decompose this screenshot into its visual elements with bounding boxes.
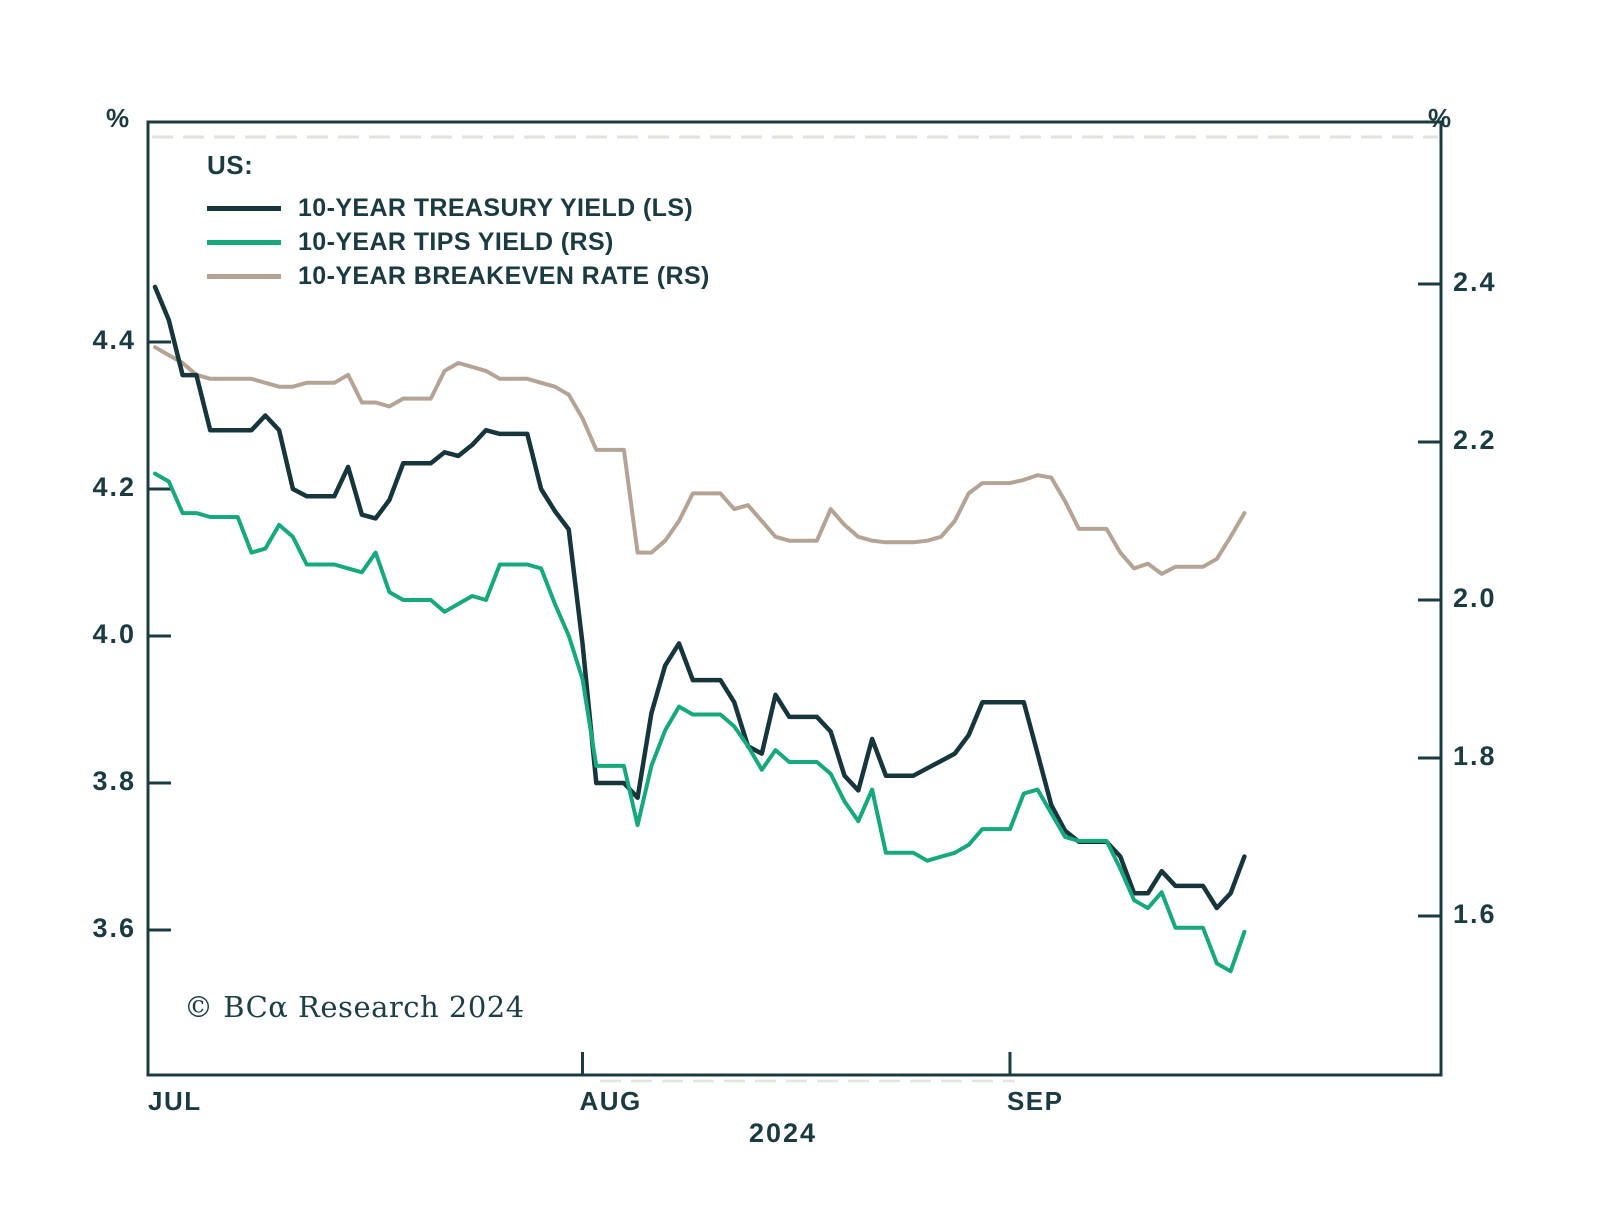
left-axis-tick-label: 4.0: [92, 619, 136, 649]
right-axis-tick-label: 2.4: [1453, 267, 1497, 297]
treasury-line-swatch: [207, 205, 281, 211]
right-axis-tick-label: 1.8: [1453, 741, 1497, 771]
legend-title: US:: [207, 150, 254, 180]
x-axis-label-jul: JUL: [148, 1086, 202, 1116]
tips-line-swatch: [207, 239, 281, 245]
x-axis-label-aug: AUG: [579, 1086, 642, 1116]
breakeven-line-swatch: [207, 273, 281, 279]
series-line-10-year-tips-yield-rs: [153, 471, 1247, 974]
left-axis-tick-label: 3.8: [92, 766, 136, 796]
legend-item-breakeven: 10-YEAR BREAKEVEN RATE (RS): [207, 259, 710, 293]
right-axis-tick-label: 2.2: [1453, 425, 1497, 455]
left-axis-tick-label: 3.6: [92, 913, 136, 943]
series-line-10-year-breakeven-rate-rs: [153, 345, 1247, 576]
right-axis-tick-label: 1.6: [1453, 899, 1497, 929]
legend-label-tips: 10-YEAR TIPS YIELD (RS): [298, 227, 614, 256]
right-axis-tick-label: 2.0: [1453, 583, 1497, 613]
legend-label-treasury: 10-YEAR TREASURY YIELD (LS): [298, 193, 694, 222]
legend-label-breakeven: 10-YEAR BREAKEVEN RATE (RS): [298, 261, 710, 290]
left-axis-tick-label: 4.4: [92, 325, 136, 355]
x-axis-label-sep: SEP: [1006, 1086, 1064, 1116]
legend: US: 10-YEAR TREASURY YIELD (LS) 10-YEAR …: [207, 150, 710, 293]
right-axis-unit: %: [1428, 103, 1452, 133]
legend-item-treasury: 10-YEAR TREASURY YIELD (LS): [207, 191, 710, 225]
left-axis-tick-label: 4.2: [92, 472, 136, 502]
series-line-10-year-treasury-yield-ls: [152, 284, 1247, 911]
legend-item-tips: 10-YEAR TIPS YIELD (RS): [207, 225, 710, 259]
left-axis-unit: %: [106, 103, 130, 133]
x-axis-year-label: 2024: [748, 1118, 818, 1148]
copyright-note: © BCα Research 2024: [184, 990, 525, 1024]
